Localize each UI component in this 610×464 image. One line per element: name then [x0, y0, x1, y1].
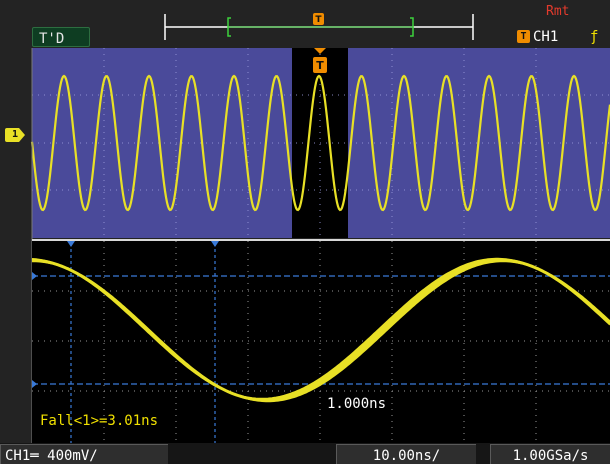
timebase-text: 10.00ns/: [372, 448, 441, 464]
svg-text:T: T: [315, 15, 322, 25]
zoom-trace-line: [32, 260, 610, 403]
zoom-window-grid: [32, 241, 610, 443]
trigger-channel: CH1: [533, 29, 559, 45]
remote-indicator: Rmt: [546, 4, 570, 19]
memory-trigger-marker-icon: T: [313, 13, 324, 25]
memory-window-bar: [164, 14, 474, 40]
rising-edge-icon: ƒ: [590, 29, 599, 45]
channel-1-level-marker[interactable]: 1: [5, 128, 25, 142]
cursor-delta-readout: 1.000ns: [327, 396, 387, 412]
main-waveform-trace: [30, 74, 610, 212]
sample-rate-text: 1.00GSa/s: [512, 448, 589, 464]
timebase-readout[interactable]: 10.00ns/: [336, 444, 476, 464]
svg-text:T: T: [316, 59, 324, 72]
main-trigger-marker-icon: T: [313, 48, 327, 73]
main-window-grid: [32, 48, 610, 238]
zoom-window: [32, 241, 610, 443]
trigger-status: T CH1 ƒ: [515, 27, 610, 47]
zoom-waveform-trace: [31, 257, 610, 403]
ch1-scale-text: CH1═ 400mV/: [5, 448, 98, 464]
ch1-scale-readout[interactable]: CH1═ 400mV/: [0, 444, 168, 464]
cursor-markers: [32, 241, 219, 388]
sample-rate-readout: 1.00GSa/s: [490, 444, 610, 464]
run-status-indicator: T'D: [32, 27, 90, 47]
fall-time-measurement: Fall<1>=3.01ns: [40, 413, 159, 429]
trigger-t-icon: T: [517, 30, 530, 43]
run-status-text: T'D: [39, 31, 65, 47]
